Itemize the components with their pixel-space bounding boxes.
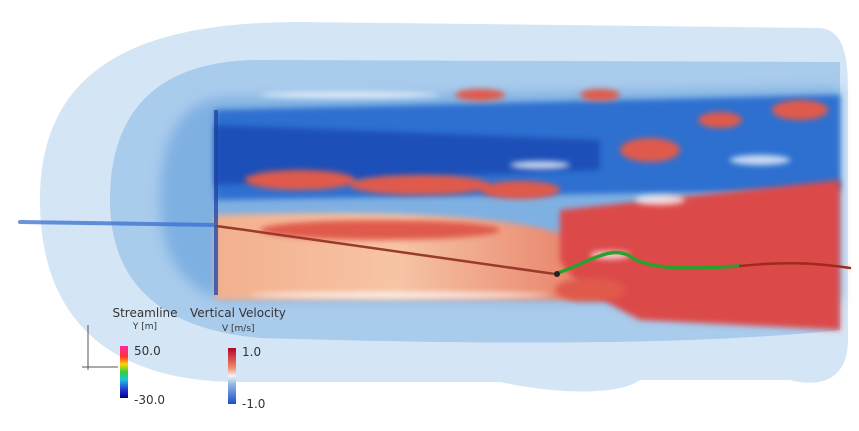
- visualization: Streamline Y [m] 50.0 -30.0 Vertical Vel…: [0, 0, 859, 427]
- legend-unit: V [m/s]: [222, 324, 255, 334]
- color-bar: [228, 348, 236, 404]
- legend-max: 50.0: [134, 344, 161, 358]
- legend-min: -30.0: [134, 393, 165, 407]
- velocity-field: [40, 22, 848, 392]
- color-bar: [120, 346, 128, 398]
- legend-min: -1.0: [242, 397, 265, 411]
- legend-title: Streamline: [112, 306, 177, 320]
- legend-unit: Y [m]: [132, 322, 157, 332]
- legend-max: 1.0: [242, 345, 261, 359]
- legend-title: Vertical Velocity: [190, 306, 286, 320]
